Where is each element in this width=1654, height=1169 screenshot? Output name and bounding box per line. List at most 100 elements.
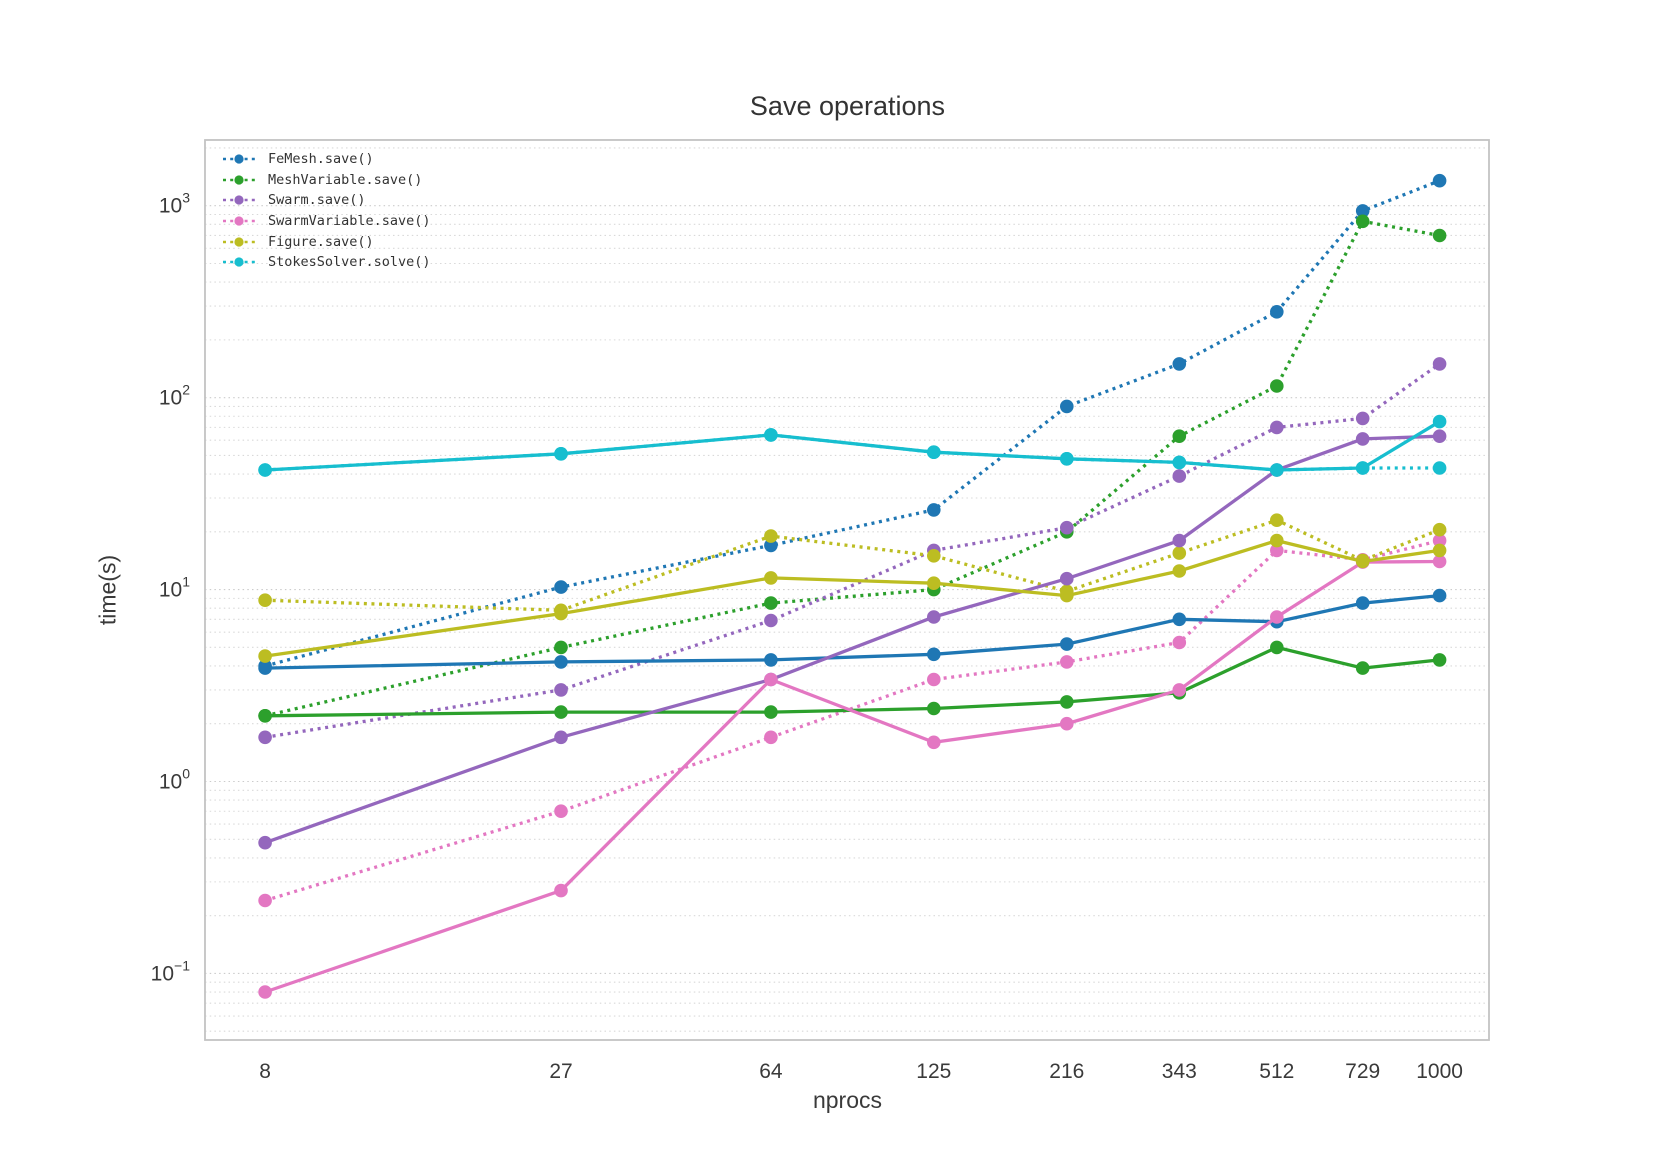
data-point-marker: [1270, 513, 1284, 527]
data-point-marker: [1060, 716, 1074, 731]
data-point-marker: [258, 593, 272, 607]
data-point-marker: [1432, 429, 1447, 444]
legend-line-icon: [223, 257, 255, 267]
data-point-marker: [764, 613, 778, 628]
series-line-dotted: [264, 179, 1441, 668]
data-point-marker: [1060, 520, 1074, 535]
data-point-marker: [1172, 429, 1187, 444]
legend-line-icon: [223, 175, 255, 185]
data-point-marker: [554, 447, 568, 461]
data-point-marker: [1432, 554, 1447, 569]
data-point-marker: [764, 529, 778, 543]
data-point-marker: [1060, 399, 1074, 414]
data-point-marker: [1355, 661, 1370, 675]
legend-item: MeshVariable.save(): [222, 170, 431, 191]
data-point-marker: [258, 463, 272, 477]
legend-line-icon: [223, 195, 255, 206]
data-point-marker: [764, 705, 778, 719]
data-point-marker: [1172, 612, 1187, 627]
x-axis-label: nprocs: [812, 1087, 883, 1113]
legend-item: Figure.save(): [222, 231, 431, 252]
series-line-dotted: [264, 538, 1440, 903]
data-point-marker: [1270, 543, 1284, 558]
x-tick-label: 1000: [1416, 1060, 1463, 1083]
x-tick-label: 27: [549, 1060, 572, 1083]
data-point-marker: [258, 730, 272, 745]
data-point-marker: [258, 893, 272, 908]
y-tick-label: 102: [159, 382, 190, 410]
data-point-marker: [258, 835, 272, 850]
data-point-marker: [764, 538, 778, 553]
data-point-marker: [1432, 522, 1447, 537]
data-point-marker: [1172, 469, 1187, 483]
data-point-marker: [1172, 683, 1187, 697]
data-point-marker: [258, 709, 272, 723]
chart-title: Save operations: [749, 91, 946, 121]
data-point-marker: [1432, 653, 1447, 667]
data-point-marker: [554, 683, 568, 697]
x-tick-label: 729: [1345, 1060, 1380, 1083]
data-point-marker: [1432, 228, 1447, 243]
legend-label: FeMesh.save(): [268, 151, 374, 168]
legend-item: FeMesh.save(): [222, 149, 431, 170]
data-point-marker: [927, 576, 941, 590]
data-point-marker: [1270, 610, 1284, 624]
legend-item: Swarm.save(): [222, 190, 431, 211]
data-point-marker: [1432, 357, 1447, 371]
data-point-marker: [1432, 414, 1447, 429]
legend-label: MeshVariable.save(): [268, 171, 423, 188]
x-tick-label: 343: [1162, 1060, 1197, 1083]
legend-label: Figure.save(): [268, 233, 374, 250]
data-point-marker: [1270, 379, 1284, 393]
data-point-marker: [1060, 655, 1074, 669]
data-point-marker: [1270, 305, 1284, 319]
data-point-marker: [1172, 533, 1187, 548]
data-point-marker: [554, 580, 568, 594]
series-line-dotted: [264, 362, 1441, 739]
legend-label: StokesSolver.solve(): [268, 254, 431, 271]
data-point-marker: [1355, 432, 1370, 446]
data-point-marker: [1060, 588, 1074, 603]
data-point-marker: [554, 730, 568, 745]
data-point-marker: [258, 985, 272, 999]
y-tick-label: 103: [159, 190, 190, 218]
plot-border: [204, 139, 1490, 1041]
data-point-marker: [1355, 461, 1370, 475]
data-point-marker: [764, 571, 778, 585]
data-point-marker: [258, 649, 272, 663]
data-point-marker: [1060, 571, 1074, 586]
data-point-marker: [258, 661, 272, 675]
data-point-marker: [1432, 588, 1447, 603]
data-point-marker: [764, 653, 778, 667]
data-point-marker: [1432, 533, 1447, 548]
data-point-marker: [927, 735, 941, 750]
data-point-marker: [927, 647, 941, 662]
data-point-marker: [554, 655, 568, 669]
series-line-dotted: [264, 219, 1440, 718]
legend: FeMesh.save() MeshVariable.save() Swarm.sa…: [222, 149, 431, 273]
series-line-solid: [264, 559, 1440, 994]
data-point-marker: [554, 883, 568, 898]
data-point-marker: [1270, 640, 1284, 655]
data-point-marker: [927, 672, 941, 687]
data-point-marker: [554, 804, 568, 818]
legend-line-icon: [223, 237, 255, 247]
data-point-marker: [927, 503, 941, 517]
data-point-marker: [927, 549, 941, 563]
data-point-marker: [1432, 461, 1447, 475]
data-point-marker: [1432, 543, 1447, 558]
data-point-marker: [1172, 455, 1187, 470]
y-tick-label: 101: [159, 574, 190, 602]
data-point-marker: [927, 701, 941, 716]
x-tick-label: 8: [259, 1060, 271, 1083]
data-point-marker: [554, 606, 568, 621]
data-point-marker: [1060, 695, 1074, 709]
data-point-marker: [1355, 214, 1370, 229]
data-point-marker: [554, 640, 568, 655]
legend-line-icon: [223, 154, 255, 164]
data-point-marker: [1270, 533, 1284, 548]
data-point-marker: [1355, 204, 1370, 218]
data-point-marker: [1432, 173, 1447, 188]
y-tick-label: 100: [159, 766, 190, 794]
x-tick-label: 512: [1259, 1060, 1294, 1083]
